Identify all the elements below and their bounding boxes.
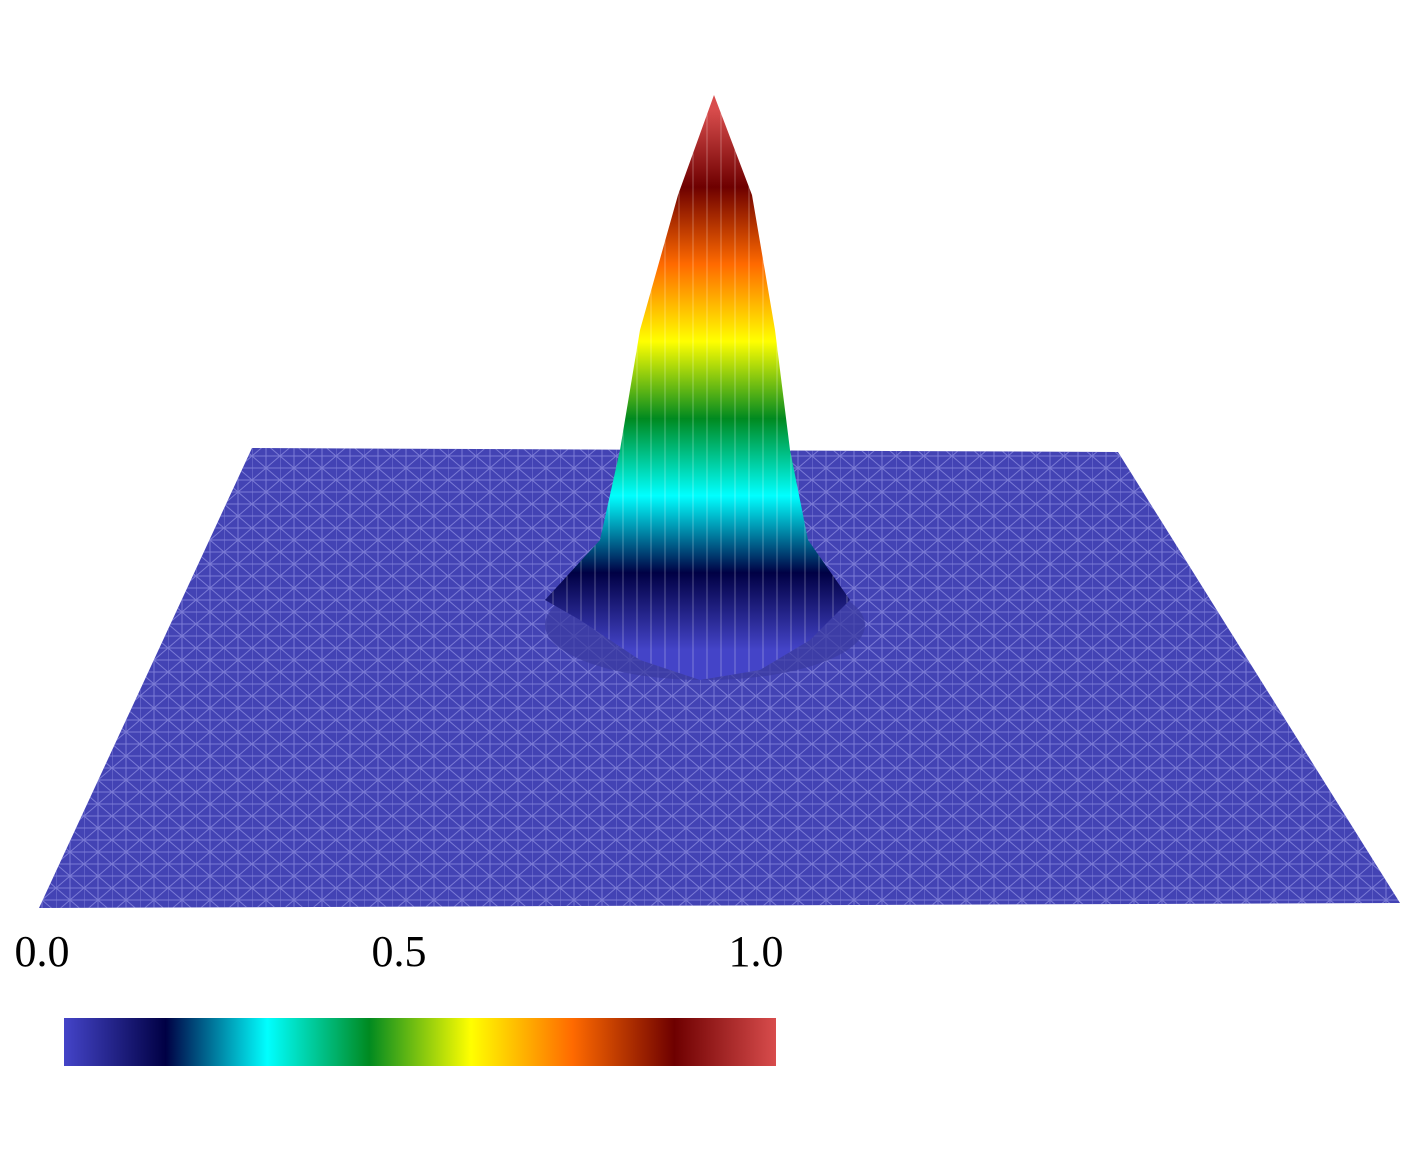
peak-mesh — [545, 95, 850, 680]
colorbar-tick-label: 1.0 — [729, 927, 784, 976]
colorbar — [64, 1018, 776, 1066]
surface — [39, 95, 1400, 908]
colorbar-tick-label: 0.5 — [372, 927, 427, 976]
colorbar-tick-label: 0.0 — [15, 927, 70, 976]
